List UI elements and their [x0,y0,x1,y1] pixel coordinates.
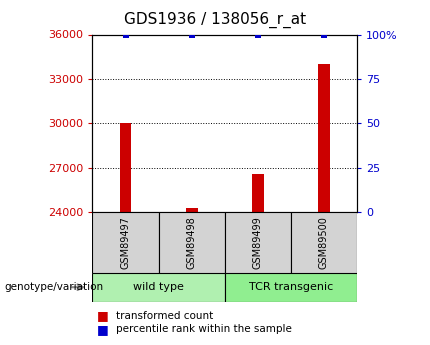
Bar [159,212,224,273]
Text: ■: ■ [97,323,108,336]
Text: TCR transgenic: TCR transgenic [249,282,333,292]
Text: GSM89500: GSM89500 [319,216,329,269]
Text: transformed count: transformed count [116,311,213,321]
Bar [120,124,132,212]
Bar [252,174,264,212]
Text: GSM89498: GSM89498 [187,216,197,269]
Bar [224,212,291,273]
Bar [186,208,197,212]
Text: GSM89497: GSM89497 [120,216,131,269]
Bar [224,273,357,302]
Bar [291,212,357,273]
Bar [318,64,330,212]
Bar [92,273,224,302]
Text: ■: ■ [97,309,108,322]
Bar [92,212,159,273]
Text: percentile rank within the sample: percentile rank within the sample [116,325,292,334]
Text: GSM89499: GSM89499 [253,216,263,269]
Text: GDS1936 / 138056_r_at: GDS1936 / 138056_r_at [124,12,306,28]
Text: genotype/variation: genotype/variation [4,282,104,292]
Text: wild type: wild type [133,282,184,292]
